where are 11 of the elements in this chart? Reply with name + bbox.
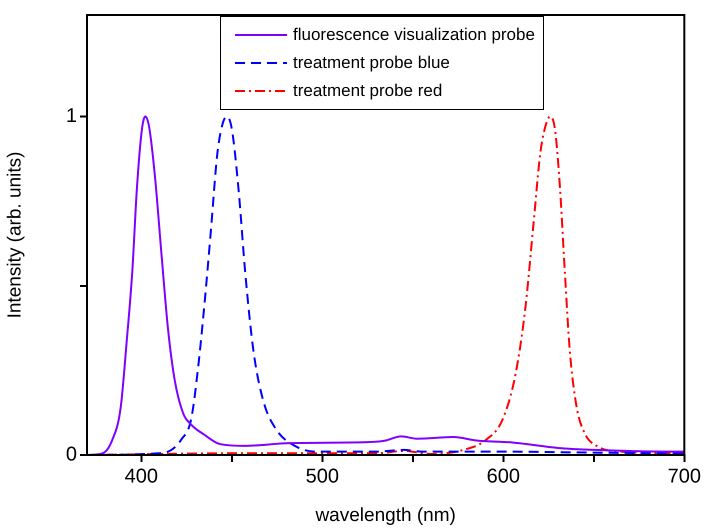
x-axis-title: wavelength (nm): [314, 504, 456, 526]
x-tick-label: 400: [124, 466, 158, 488]
y-tick-label: 1: [66, 105, 77, 128]
x-tick-label: 500: [306, 466, 339, 488]
y-tick-label: 0: [66, 444, 77, 466]
legend-label: treatment probe red: [293, 81, 442, 101]
x-tick-label: 600: [486, 466, 520, 488]
x-tick-label: 700: [668, 466, 702, 488]
y-axis-title: Intensity (arb. units): [4, 152, 26, 318]
legend-label: treatment probe blue: [293, 53, 450, 73]
legend-label: fluorescence visualization probe: [293, 25, 535, 45]
